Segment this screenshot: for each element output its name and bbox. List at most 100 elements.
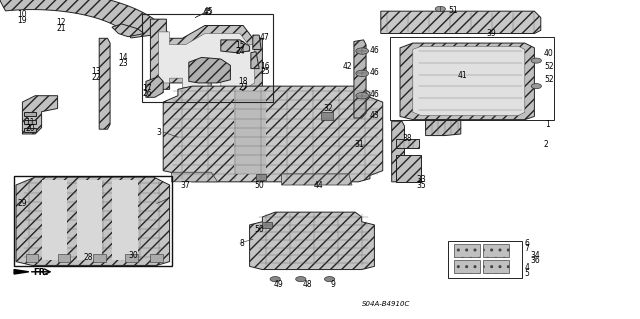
Text: 43: 43 [370, 111, 380, 120]
Text: 13: 13 [92, 67, 101, 76]
Polygon shape [262, 222, 272, 228]
Polygon shape [172, 172, 218, 182]
Polygon shape [282, 174, 352, 185]
Text: 37: 37 [180, 181, 190, 190]
Polygon shape [189, 57, 230, 83]
Polygon shape [251, 52, 259, 69]
Polygon shape [146, 77, 163, 97]
Circle shape [270, 277, 280, 282]
Circle shape [324, 277, 335, 282]
Text: 14: 14 [118, 53, 128, 62]
Bar [42, 180, 67, 260]
Text: 50: 50 [255, 225, 264, 234]
Bar [24, 120, 36, 124]
Text: 6: 6 [525, 239, 530, 248]
Text: 40: 40 [544, 49, 554, 58]
Text: 25: 25 [260, 67, 270, 76]
Polygon shape [250, 212, 374, 270]
Text: 35: 35 [416, 181, 426, 190]
Bar [77, 180, 102, 260]
Text: 8: 8 [240, 239, 244, 248]
Circle shape [531, 84, 541, 89]
Text: 9: 9 [330, 280, 335, 289]
Bar [390, 37, 554, 120]
Text: 46: 46 [370, 90, 380, 99]
Polygon shape [454, 260, 480, 273]
Polygon shape [99, 38, 110, 129]
Polygon shape [150, 19, 262, 96]
Text: 1: 1 [545, 120, 550, 129]
Text: 26: 26 [142, 89, 152, 98]
Polygon shape [256, 174, 266, 180]
Polygon shape [163, 86, 383, 182]
Polygon shape [483, 260, 509, 273]
Circle shape [356, 93, 369, 99]
Text: 27: 27 [238, 83, 248, 92]
Text: 17: 17 [142, 84, 152, 93]
Bar [24, 112, 36, 116]
Text: 41: 41 [458, 71, 467, 80]
Polygon shape [354, 40, 366, 118]
Text: 29: 29 [17, 199, 27, 208]
Text: 28: 28 [83, 253, 93, 262]
Text: 51: 51 [448, 6, 458, 15]
Text: 3: 3 [157, 128, 162, 137]
Polygon shape [454, 244, 480, 257]
Text: 32: 32 [324, 104, 333, 113]
Text: 46: 46 [370, 46, 380, 55]
Text: FR.: FR. [33, 268, 49, 277]
Bar [448, 241, 522, 278]
Text: 39: 39 [486, 29, 496, 38]
Polygon shape [112, 24, 144, 37]
Text: 38: 38 [402, 134, 412, 143]
Polygon shape [483, 244, 509, 257]
Text: 42: 42 [342, 62, 352, 71]
Text: 5: 5 [525, 269, 530, 278]
Bar [142, 14, 273, 102]
Text: 22: 22 [92, 73, 101, 82]
Text: 16: 16 [260, 62, 270, 70]
Polygon shape [26, 254, 38, 262]
Polygon shape [396, 139, 419, 148]
Text: 52: 52 [544, 63, 554, 71]
Text: 19: 19 [17, 16, 27, 25]
Circle shape [356, 48, 369, 54]
Text: 7: 7 [525, 244, 530, 253]
Text: 4: 4 [525, 263, 530, 272]
Text: 30: 30 [128, 251, 138, 260]
Polygon shape [93, 254, 106, 262]
Text: 34: 34 [530, 251, 540, 260]
Text: 47: 47 [259, 33, 269, 42]
Bar [24, 128, 36, 132]
Circle shape [356, 70, 369, 77]
Text: 23: 23 [118, 59, 128, 68]
Text: 46: 46 [370, 68, 380, 77]
Circle shape [531, 58, 541, 63]
Text: 20: 20 [26, 124, 35, 133]
Text: 50: 50 [255, 181, 264, 190]
Circle shape [435, 6, 445, 11]
Text: 45: 45 [204, 7, 213, 16]
Polygon shape [321, 112, 333, 120]
Bar [234, 91, 266, 174]
Polygon shape [221, 40, 250, 53]
Polygon shape [400, 43, 534, 120]
Text: 24: 24 [236, 47, 245, 56]
Text: 11: 11 [26, 118, 35, 127]
Polygon shape [58, 254, 70, 262]
Text: 31: 31 [355, 140, 364, 149]
Polygon shape [125, 254, 138, 262]
Text: 52: 52 [544, 75, 554, 84]
Text: 12: 12 [56, 18, 66, 27]
Polygon shape [16, 177, 170, 265]
Polygon shape [150, 254, 163, 262]
Text: 15: 15 [236, 41, 245, 50]
Text: 2: 2 [544, 140, 548, 149]
Circle shape [296, 277, 306, 282]
Text: 44: 44 [314, 181, 323, 190]
Text: 21: 21 [56, 24, 66, 33]
Polygon shape [14, 270, 29, 274]
Polygon shape [0, 0, 168, 38]
Text: 48: 48 [303, 280, 312, 289]
Text: 36: 36 [530, 256, 540, 265]
